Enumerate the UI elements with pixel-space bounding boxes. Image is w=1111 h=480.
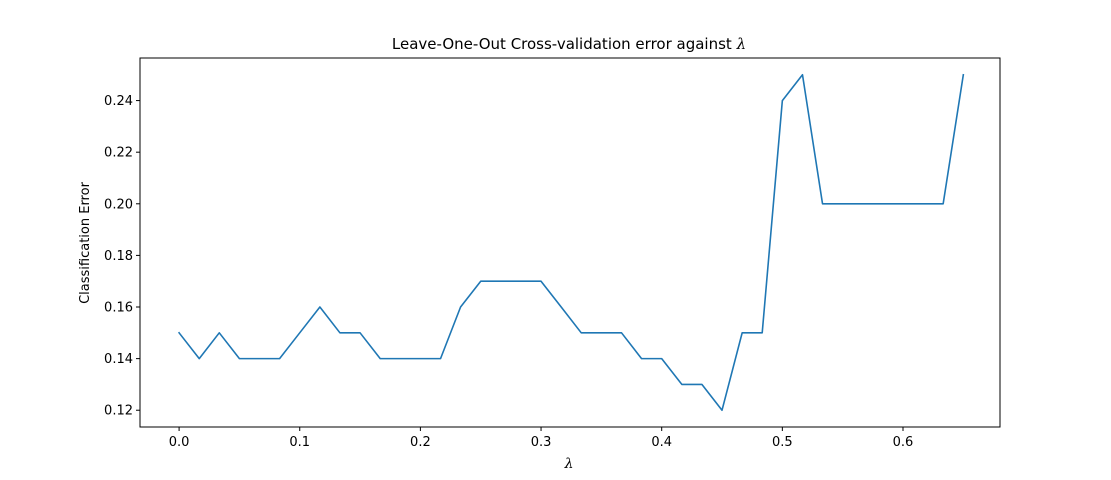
y-tick-label: 0.14 [104, 352, 133, 367]
x-tick-label: 0.2 [410, 435, 431, 450]
y-tick-label: 0.12 [104, 404, 133, 419]
chart-title-text: Leave-One-Out Cross-validation error aga… [392, 35, 737, 53]
x-tick-label: 0.5 [772, 435, 793, 450]
x-tick-label: 0.3 [531, 435, 552, 450]
axes-frame [139, 57, 1001, 428]
y-tick-label: 0.16 [104, 301, 133, 316]
x-tick-label: 0.6 [893, 435, 914, 450]
y-tick-label: 0.24 [104, 94, 133, 109]
x-tick-label: 0.4 [651, 435, 672, 450]
x-tick-label: 0.1 [289, 435, 310, 450]
chart-title-symbol: λ [736, 35, 747, 53]
y-tick-label: 0.20 [104, 197, 133, 212]
series-line-0 [177, 73, 965, 412]
plot-area: 0.0 0.1 0.2 0.3 0.4 0.5 0.6 0.12 0.14 0.16 0.18 0.2… [104, 57, 1001, 450]
x-tick-label: 0.0 [169, 435, 190, 450]
y-tick-label: 0.22 [104, 146, 133, 161]
y-axis-label: Classification Error [78, 181, 93, 303]
x-axis-label: λ [564, 456, 574, 472]
y-tick-label: 0.18 [104, 249, 133, 264]
chart-title: Leave-One-Out Cross-validation error aga… [392, 35, 746, 53]
